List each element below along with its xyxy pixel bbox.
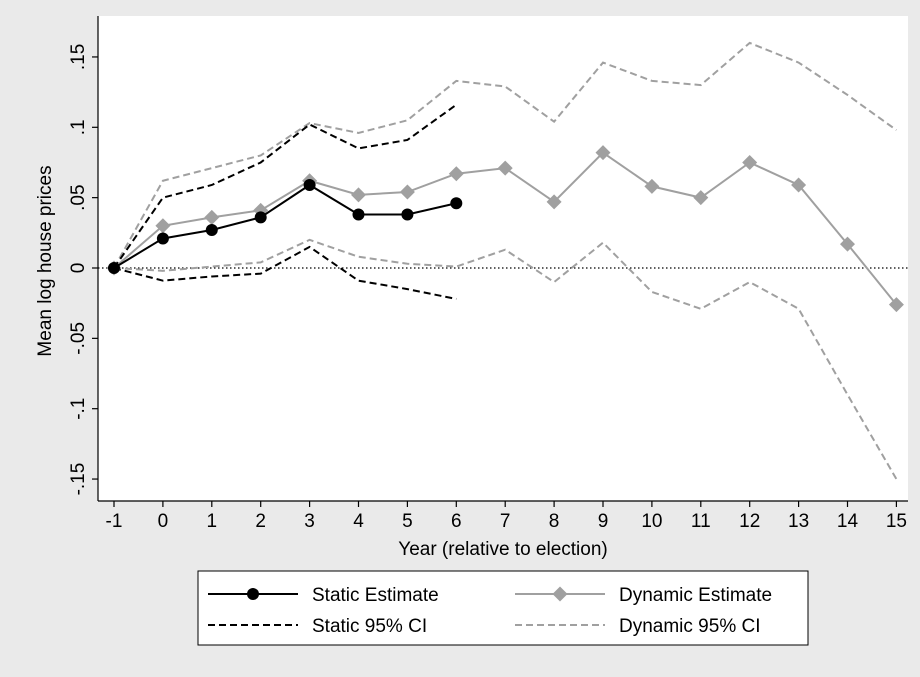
y-tick-label: .1 — [68, 119, 89, 135]
x-tick-label: -1 — [106, 511, 123, 532]
x-tick-label: 2 — [255, 511, 266, 532]
x-tick-label: 4 — [353, 511, 364, 532]
data-point — [254, 211, 267, 224]
data-point — [742, 154, 758, 170]
legend-swatch-marker — [552, 586, 568, 602]
y-tick-label: 0 — [68, 263, 89, 274]
x-tick-label: 3 — [304, 511, 315, 532]
x-tick-label: 13 — [788, 511, 809, 532]
data-point — [351, 187, 366, 203]
x-tick-label: 15 — [886, 511, 907, 532]
y-tick-label: .05 — [68, 184, 89, 210]
legend-label: Dynamic 95% CI — [619, 616, 761, 637]
data-point — [791, 177, 807, 193]
series-line-ci-lower — [113, 238, 898, 480]
legend-box — [197, 570, 809, 646]
x-axis-title: Year (relative to election) — [398, 539, 607, 560]
data-point — [497, 160, 513, 176]
legend-label: Static 95% CI — [312, 616, 427, 637]
y-tick-label: -.1 — [68, 398, 89, 420]
x-tick-label: 6 — [451, 511, 462, 532]
y-axis-title: Mean log house prices — [35, 165, 56, 356]
data-point — [693, 190, 709, 206]
data-point — [401, 208, 414, 221]
data-point — [448, 166, 464, 182]
x-tick-label: 0 — [158, 511, 169, 532]
series-line-ci-upper — [113, 41, 897, 269]
legend: Static Estimate Dynamic Estimate Static 95… — [197, 570, 809, 646]
data-point — [205, 224, 218, 237]
legend-swatch-marker — [247, 588, 259, 600]
data-point — [888, 297, 904, 313]
data-point — [840, 236, 855, 252]
data-point — [108, 262, 120, 274]
legend-label: Static Estimate — [312, 585, 439, 606]
data-point — [352, 208, 365, 221]
plot-background — [98, 16, 908, 501]
data-point — [399, 184, 415, 200]
x-tick-label: 14 — [837, 511, 859, 532]
data-point — [644, 178, 660, 194]
x-tick-label: 5 — [402, 511, 413, 532]
legend-label: Dynamic Estimate — [619, 585, 772, 606]
x-tick-label: 10 — [641, 511, 662, 532]
series-line-estimate — [113, 183, 457, 269]
x-tick-label: 12 — [739, 511, 760, 532]
data-point — [155, 218, 171, 234]
data-point — [156, 232, 169, 245]
series-line-ci-upper — [113, 103, 457, 269]
x-tick-label: 9 — [598, 511, 609, 532]
x-tick-label: 11 — [691, 511, 711, 532]
y-tick-label: .15 — [68, 44, 89, 70]
data-point — [204, 209, 220, 225]
data-point — [303, 178, 316, 191]
data-point — [450, 197, 463, 210]
series-line-ci-lower — [113, 245, 457, 300]
x-tick-label: 1 — [207, 511, 218, 532]
y-tick-label: -.05 — [68, 322, 89, 355]
x-tick-label: 7 — [500, 511, 511, 532]
data-point — [546, 194, 562, 210]
y-tick-label: -.15 — [68, 463, 89, 496]
x-tick-label: 8 — [549, 511, 560, 532]
data-point — [595, 145, 611, 161]
